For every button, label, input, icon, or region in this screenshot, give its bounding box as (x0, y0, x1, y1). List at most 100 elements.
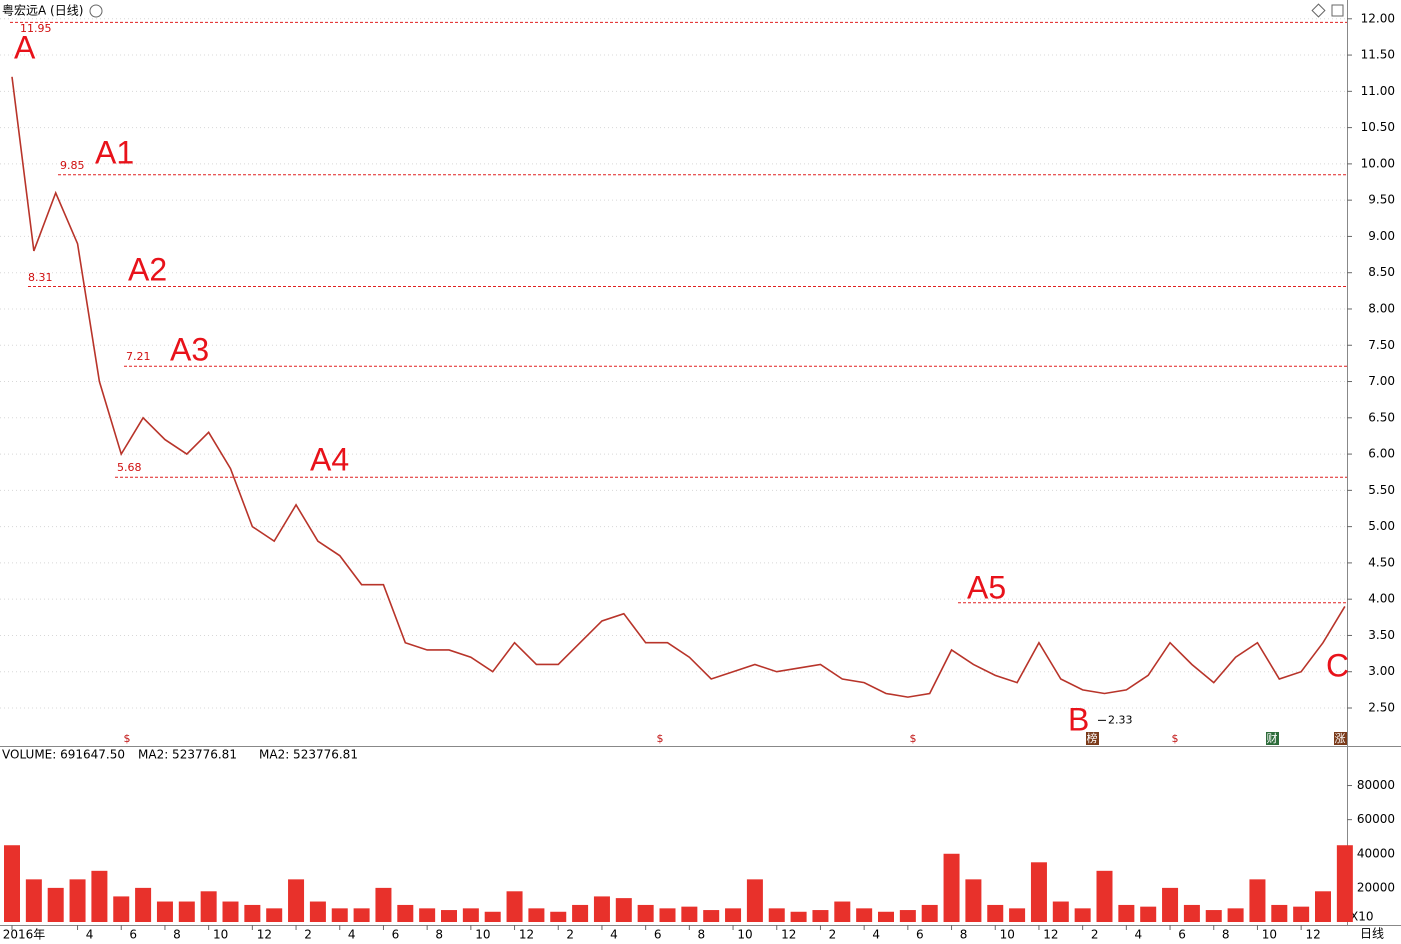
volume-bar (244, 904, 261, 922)
x-tick-label: 10 (213, 928, 228, 942)
y-tick-label: 4.50 (1368, 555, 1395, 569)
title-icon[interactable] (89, 4, 103, 18)
volume-bar (703, 910, 720, 922)
unit-label: X10 (1350, 910, 1374, 924)
toolbar-icon[interactable] (1331, 4, 1344, 17)
level-name: A2 (128, 251, 167, 287)
y-tick-label: 40000 (1357, 846, 1395, 860)
event-marker: 榜 (1087, 731, 1098, 745)
volume-bar (725, 908, 742, 922)
x-tick-label: 12 (519, 928, 534, 942)
event-box (1334, 732, 1347, 745)
level-value: 11.95 (20, 22, 52, 35)
volume-bar (921, 904, 938, 922)
volume-bar (1183, 904, 1200, 922)
x-tick-label: 2016年 (3, 928, 46, 942)
x-tick-label: 2 (829, 928, 837, 942)
event-marker: $ (1172, 732, 1179, 745)
y-tick-label: 5.00 (1368, 519, 1395, 533)
x-tick-label: 12 (1043, 928, 1058, 942)
y-tick-label: 9.50 (1368, 193, 1395, 207)
x-tick-label: 4 (872, 928, 880, 942)
volume-bar (593, 896, 610, 922)
x-tick-label: 10 (475, 928, 490, 942)
volume-bar (266, 908, 283, 922)
y-tick-label: 8.00 (1368, 301, 1395, 315)
volume-bar (222, 901, 239, 922)
chart-title: 粤宏远A (日线) (2, 3, 83, 18)
y-tick-label: 9.00 (1368, 229, 1395, 243)
x-tick-label: 8 (435, 928, 443, 942)
volume-bar (899, 910, 916, 922)
x-tick-label: 8 (698, 928, 706, 942)
volume-bar (528, 908, 545, 922)
volume-bar (135, 887, 152, 922)
volume-bar (1315, 891, 1331, 922)
point-name: C (1326, 647, 1349, 683)
x-tick-label: 2 (1091, 928, 1099, 942)
volume-bar (25, 879, 42, 922)
volume-bar (681, 906, 698, 922)
event-marker: $ (657, 732, 664, 745)
x-tick-label: 12 (1306, 928, 1321, 942)
x-tick-label: 8 (960, 928, 968, 942)
volume-bar (331, 908, 348, 922)
y-tick-label: 11.00 (1361, 84, 1395, 98)
x-tick-label: 6 (392, 928, 400, 942)
volume-bar (746, 879, 763, 922)
volume-bar (4, 845, 20, 922)
volume-bar (834, 901, 851, 922)
volume-bar (1227, 908, 1244, 922)
x-tick-label: 8 (173, 928, 181, 942)
volume-bar (943, 853, 960, 922)
volume-bar (812, 910, 829, 922)
toolbar-icon[interactable] (1311, 3, 1326, 18)
price-line (11, 76, 1346, 698)
level-name: A5 (967, 569, 1006, 605)
level-value: 7.21 (126, 350, 151, 363)
y-tick-label: 8.50 (1368, 265, 1395, 279)
y-tick-label: 6.00 (1368, 447, 1395, 461)
event-marker: $ (124, 732, 131, 745)
volume-bar (1205, 910, 1222, 922)
volume-title: VOLUME: 691647.50 (2, 748, 125, 762)
volume-bar (484, 911, 501, 922)
volume-bar (1052, 901, 1069, 922)
volume-bar (1271, 904, 1288, 922)
level-value: 5.68 (117, 461, 142, 474)
volume-bar (572, 904, 589, 922)
volume-bar (200, 891, 217, 922)
volume-bar (1096, 870, 1113, 922)
volume-bar (1118, 904, 1135, 922)
volume-bar (353, 908, 370, 922)
y-tick-label: 80000 (1357, 778, 1395, 792)
volume-bar (790, 911, 807, 922)
volume-bar (397, 904, 414, 922)
volume-bar (91, 870, 108, 922)
x-tick-label: 6 (1178, 928, 1186, 942)
y-tick-label: 60000 (1357, 812, 1395, 826)
y-tick-label: 5.50 (1368, 483, 1395, 497)
x-tick-label: 6 (916, 928, 924, 942)
x-tick-label: 4 (348, 928, 356, 942)
indicator: MA2: 523776.81 (259, 748, 358, 762)
volume-bar (419, 908, 436, 922)
x-tick-label: 4 (610, 928, 618, 942)
x-tick-label: 12 (257, 928, 272, 942)
volume-bar (878, 911, 894, 922)
volume-bar (1140, 906, 1157, 922)
volume-bar (965, 879, 982, 922)
y-tick-label: 7.50 (1368, 338, 1395, 352)
volume-bar (47, 887, 64, 922)
y-tick-label: 3.00 (1368, 664, 1395, 678)
y-tick-label: 6.50 (1368, 410, 1395, 424)
volume-bar (506, 891, 523, 922)
y-tick-label: 10.00 (1361, 156, 1395, 170)
event-box (1086, 732, 1099, 745)
point-value: 2.33 (1108, 713, 1133, 726)
point-name: B (1068, 701, 1089, 737)
volume-bar (768, 908, 785, 922)
